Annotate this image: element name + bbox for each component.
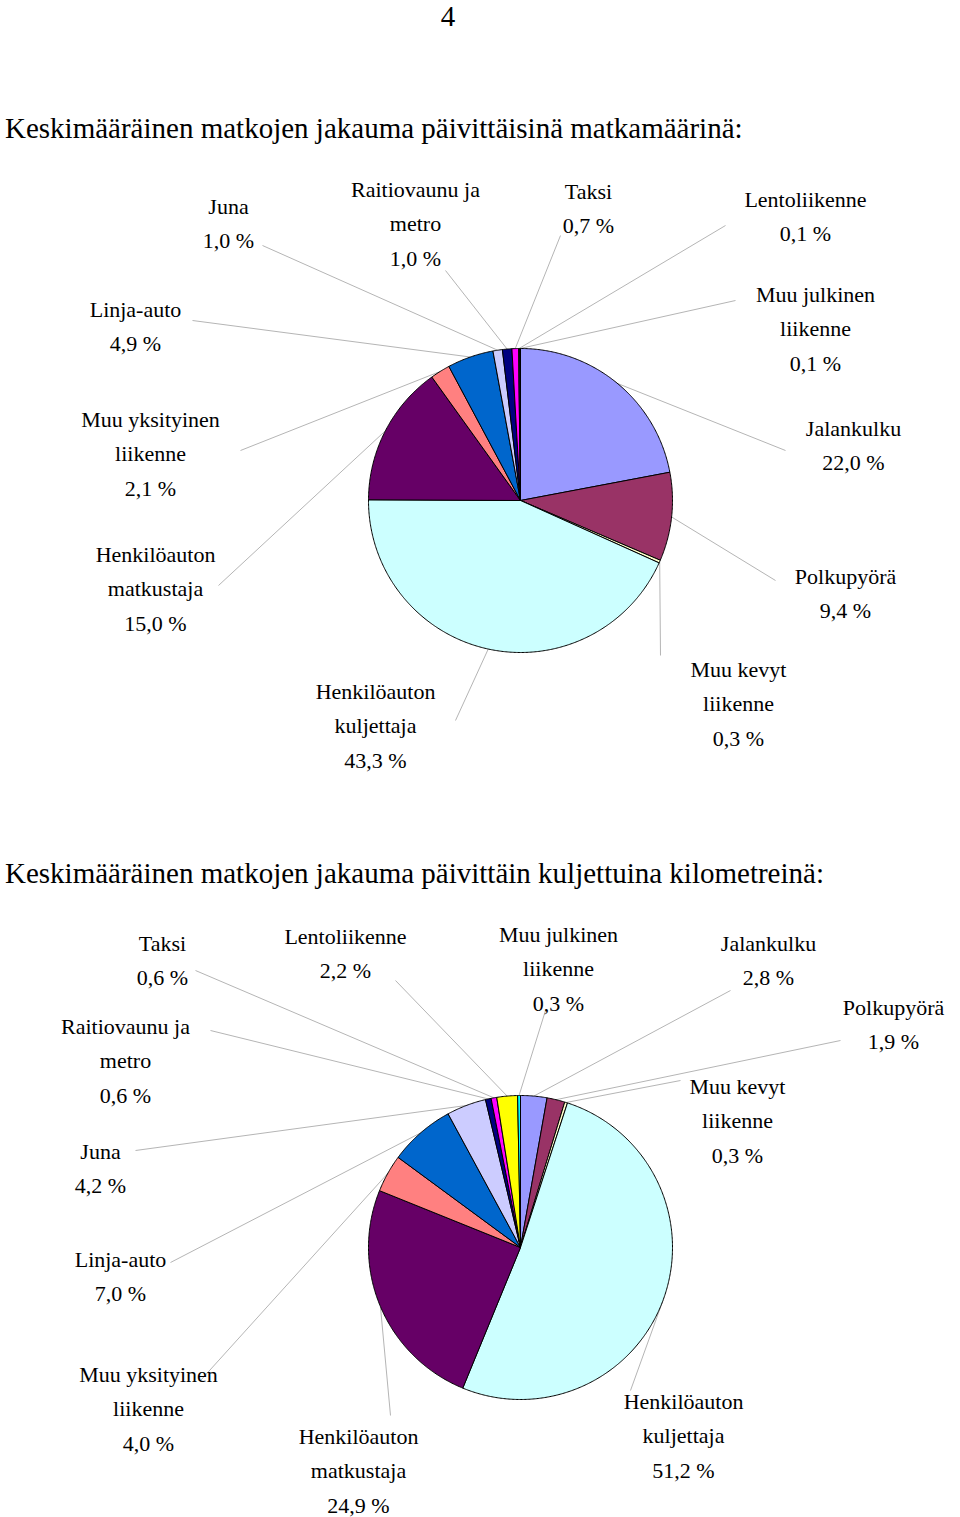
svg-text:Muu julkinenliikenne0,1 %: Muu julkinenliikenne0,1 %: [756, 282, 875, 375]
svg-text:Juna1,0 %: Juna1,0 %: [203, 194, 254, 253]
svg-text:Jalankulku2,8 %: Jalankulku2,8 %: [721, 931, 816, 990]
svg-text:Muu kevytliikenne0,3 %: Muu kevytliikenne0,3 %: [691, 657, 787, 750]
html-text:Keskimääräinen matkojen jakaum: Keskimääräinen matkojen jakauma päivittä…: [5, 857, 824, 889]
html-text:Keskimääräinen matkojen jakaum: Keskimääräinen matkojen jakauma päivittä…: [5, 112, 743, 144]
svg-text:Jalankulku22,0 %: Jalankulku22,0 %: [806, 416, 901, 475]
svg-text:Muu yksityinenliikenne2,1 %: Muu yksityinenliikenne2,1 %: [81, 407, 220, 500]
svg-text:Taksi0,7 %: Taksi0,7 %: [563, 179, 614, 238]
svg-text:Linja-auto7,0 %: Linja-auto7,0 %: [75, 1247, 167, 1306]
svg-text:Henkilöautonkuljettaja43,3 %: Henkilöautonkuljettaja43,3 %: [316, 679, 436, 772]
svg-text:Raitiovaunu jametro1,0 %: Raitiovaunu jametro1,0 %: [351, 177, 480, 270]
svg-text:Raitiovaunu jametro0,6 %: Raitiovaunu jametro0,6 %: [61, 1014, 190, 1107]
svg-text:Polkupyörä9,4 %: Polkupyörä9,4 %: [795, 564, 897, 623]
svg-text:Juna4,2 %: Juna4,2 %: [75, 1139, 126, 1198]
svg-text:Muu kevytliikenne0,3 %: Muu kevytliikenne0,3 %: [690, 1074, 786, 1167]
svg-text:Henkilöautonmatkustaja24,9 %: Henkilöautonmatkustaja24,9 %: [299, 1424, 419, 1517]
svg-text:Linja-auto4,9 %: Linja-auto4,9 %: [90, 297, 182, 356]
svg-text:Muu julkinenliikenne0,3 %: Muu julkinenliikenne0,3 %: [499, 922, 618, 1015]
svg-text:Lentoliikenne2,2 %: Lentoliikenne2,2 %: [284, 924, 406, 983]
html-text:4: 4: [440, 0, 456, 32]
svg-text:Taksi0,6 %: Taksi0,6 %: [137, 931, 188, 990]
svg-text:Polkupyörä1,9 %: Polkupyörä1,9 %: [843, 995, 945, 1054]
svg-text:Muu yksityinenliikenne4,0 %: Muu yksityinenliikenne4,0 %: [79, 1362, 218, 1455]
svg-text:Lentoliikenne0,1 %: Lentoliikenne0,1 %: [744, 187, 866, 246]
svg-text:Henkilöautonmatkustaja15,0 %: Henkilöautonmatkustaja15,0 %: [96, 542, 216, 635]
svg-text:Henkilöautonkuljettaja51,2 %: Henkilöautonkuljettaja51,2 %: [624, 1389, 744, 1482]
